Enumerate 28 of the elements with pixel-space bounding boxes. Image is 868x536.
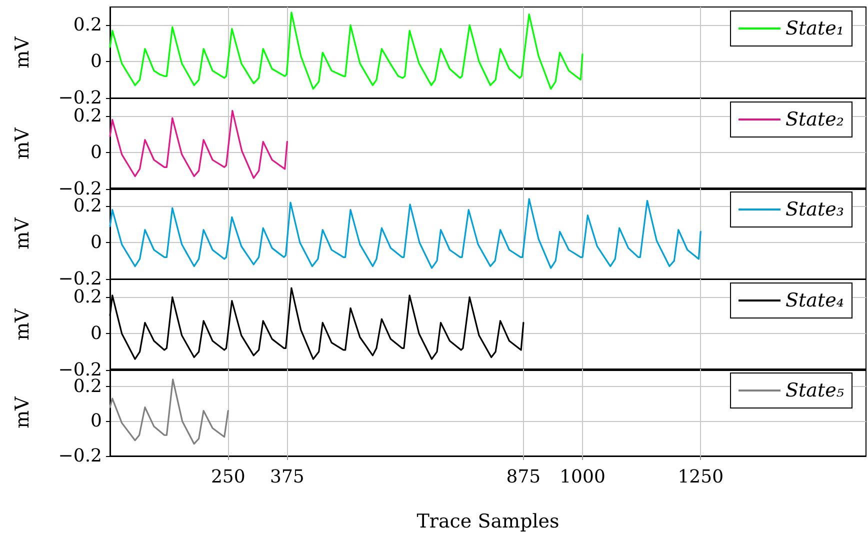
- line-series: [109, 12, 584, 90]
- legend-label: State₅: [786, 380, 844, 402]
- y-tick-label: 0: [90, 51, 102, 72]
- y-axis-title: mV: [12, 36, 34, 68]
- line-series: [109, 110, 288, 178]
- y-tick-label: 0: [90, 142, 102, 163]
- y-tick-label: 0.2: [73, 376, 102, 398]
- y-tick-label: 0.2: [73, 14, 102, 36]
- line-series: [109, 379, 229, 446]
- y-tick-label: −0.2: [58, 446, 102, 467]
- y-axis-title: mV: [12, 126, 34, 159]
- legend-label: State₃: [786, 198, 844, 221]
- x-tick-label: 375: [270, 466, 304, 488]
- line-series: [109, 198, 702, 270]
- x-axis-title: Trace Samples: [416, 510, 560, 533]
- legend-label: State₂: [786, 108, 844, 130]
- y-axis-title: mV: [12, 308, 34, 340]
- x-tick-label: 250: [210, 466, 246, 488]
- x-tick-label: 1250: [678, 466, 724, 488]
- y-tick-label: 0: [90, 322, 102, 344]
- legend-label: State₄: [786, 289, 844, 312]
- y-axis-title: mV: [12, 396, 34, 429]
- x-tick-label: 1000: [560, 466, 606, 488]
- y-tick-label: 0: [90, 411, 102, 432]
- x-tick-label: 875: [506, 466, 541, 488]
- y-axis-title: mV: [12, 218, 34, 250]
- legend-label: State₁: [786, 18, 844, 40]
- y-tick-label: 0: [90, 232, 102, 254]
